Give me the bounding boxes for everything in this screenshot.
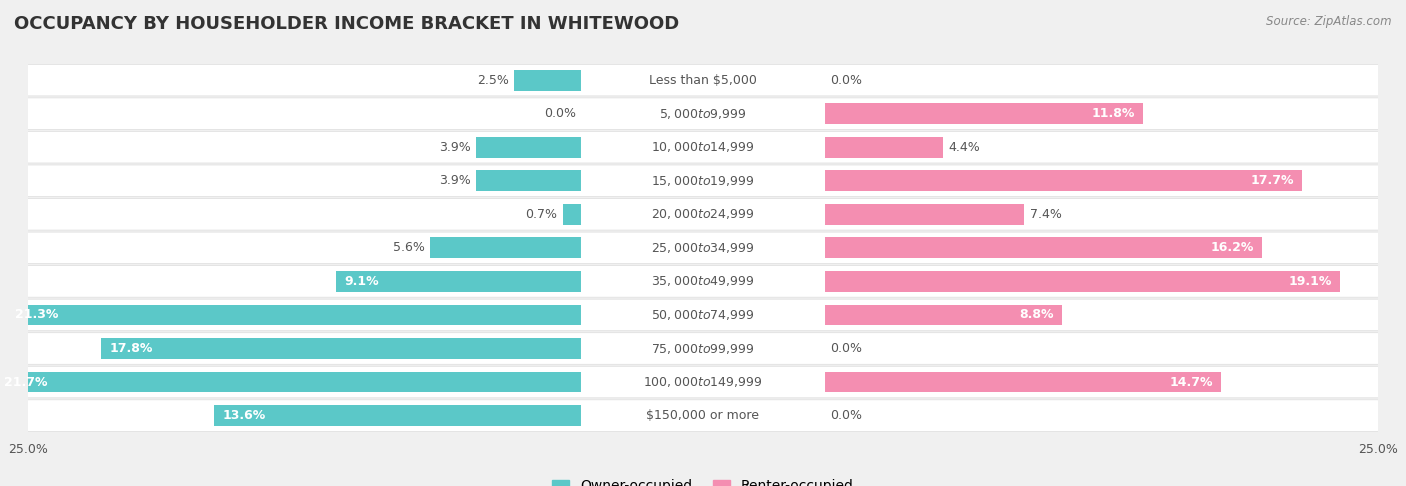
Text: $25,000 to $34,999: $25,000 to $34,999 xyxy=(651,241,755,255)
Text: 14.7%: 14.7% xyxy=(1170,376,1213,388)
Bar xyxy=(824,103,1143,124)
Text: 3.9%: 3.9% xyxy=(439,141,471,154)
FancyBboxPatch shape xyxy=(27,400,1379,432)
Text: $75,000 to $99,999: $75,000 to $99,999 xyxy=(651,342,755,355)
FancyBboxPatch shape xyxy=(581,237,825,259)
Text: 4.4%: 4.4% xyxy=(949,141,980,154)
Bar xyxy=(0,372,582,393)
FancyBboxPatch shape xyxy=(581,203,825,226)
Bar xyxy=(214,405,582,426)
Bar xyxy=(824,137,943,157)
FancyBboxPatch shape xyxy=(581,136,825,158)
FancyBboxPatch shape xyxy=(27,165,1379,196)
Text: $150,000 or more: $150,000 or more xyxy=(647,409,759,422)
FancyBboxPatch shape xyxy=(581,304,825,326)
Text: $35,000 to $49,999: $35,000 to $49,999 xyxy=(651,275,755,288)
FancyBboxPatch shape xyxy=(27,333,1379,364)
FancyBboxPatch shape xyxy=(581,337,825,360)
FancyBboxPatch shape xyxy=(27,98,1379,129)
FancyBboxPatch shape xyxy=(27,131,1379,163)
Text: 19.1%: 19.1% xyxy=(1289,275,1331,288)
Text: 13.6%: 13.6% xyxy=(222,409,266,422)
Bar xyxy=(824,271,1340,292)
Text: $20,000 to $24,999: $20,000 to $24,999 xyxy=(651,208,755,221)
FancyBboxPatch shape xyxy=(581,371,825,393)
FancyBboxPatch shape xyxy=(581,170,825,192)
Text: Source: ZipAtlas.com: Source: ZipAtlas.com xyxy=(1267,15,1392,28)
Bar xyxy=(7,305,582,325)
Text: 8.8%: 8.8% xyxy=(1019,309,1054,321)
Bar xyxy=(515,69,582,90)
FancyBboxPatch shape xyxy=(581,270,825,293)
Bar xyxy=(101,338,582,359)
Bar xyxy=(824,204,1024,225)
Text: $10,000 to $14,999: $10,000 to $14,999 xyxy=(651,140,755,154)
FancyBboxPatch shape xyxy=(27,199,1379,230)
FancyBboxPatch shape xyxy=(581,103,825,125)
Text: 5.6%: 5.6% xyxy=(394,242,425,254)
Text: Less than $5,000: Less than $5,000 xyxy=(650,73,756,87)
Text: 0.0%: 0.0% xyxy=(544,107,576,120)
Text: $50,000 to $74,999: $50,000 to $74,999 xyxy=(651,308,755,322)
Text: 16.2%: 16.2% xyxy=(1211,242,1254,254)
Text: $15,000 to $19,999: $15,000 to $19,999 xyxy=(651,174,755,188)
Bar xyxy=(562,204,582,225)
Text: $100,000 to $149,999: $100,000 to $149,999 xyxy=(644,375,762,389)
Text: 0.0%: 0.0% xyxy=(830,73,862,87)
FancyBboxPatch shape xyxy=(27,366,1379,398)
Text: 9.1%: 9.1% xyxy=(344,275,378,288)
Text: 0.0%: 0.0% xyxy=(830,342,862,355)
Text: 3.9%: 3.9% xyxy=(439,174,471,187)
FancyBboxPatch shape xyxy=(27,299,1379,330)
Bar xyxy=(824,171,1302,191)
Bar xyxy=(477,171,582,191)
FancyBboxPatch shape xyxy=(27,232,1379,263)
Bar xyxy=(477,137,582,157)
Text: 0.0%: 0.0% xyxy=(830,409,862,422)
Text: 7.4%: 7.4% xyxy=(1029,208,1062,221)
Bar xyxy=(336,271,582,292)
Text: 17.8%: 17.8% xyxy=(110,342,152,355)
Text: 21.3%: 21.3% xyxy=(14,309,58,321)
Text: OCCUPANCY BY HOUSEHOLDER INCOME BRACKET IN WHITEWOOD: OCCUPANCY BY HOUSEHOLDER INCOME BRACKET … xyxy=(14,15,679,33)
FancyBboxPatch shape xyxy=(581,69,825,91)
Text: 0.7%: 0.7% xyxy=(526,208,557,221)
Text: 17.7%: 17.7% xyxy=(1251,174,1294,187)
Legend: Owner-occupied, Renter-occupied: Owner-occupied, Renter-occupied xyxy=(547,473,859,486)
Text: 21.7%: 21.7% xyxy=(4,376,48,388)
Text: 2.5%: 2.5% xyxy=(477,73,509,87)
Bar xyxy=(824,238,1261,258)
Text: 11.8%: 11.8% xyxy=(1091,107,1135,120)
Bar xyxy=(824,305,1062,325)
Bar xyxy=(430,238,582,258)
Bar xyxy=(824,372,1222,393)
FancyBboxPatch shape xyxy=(27,266,1379,297)
FancyBboxPatch shape xyxy=(581,404,825,427)
FancyBboxPatch shape xyxy=(27,64,1379,96)
Text: $5,000 to $9,999: $5,000 to $9,999 xyxy=(659,106,747,121)
